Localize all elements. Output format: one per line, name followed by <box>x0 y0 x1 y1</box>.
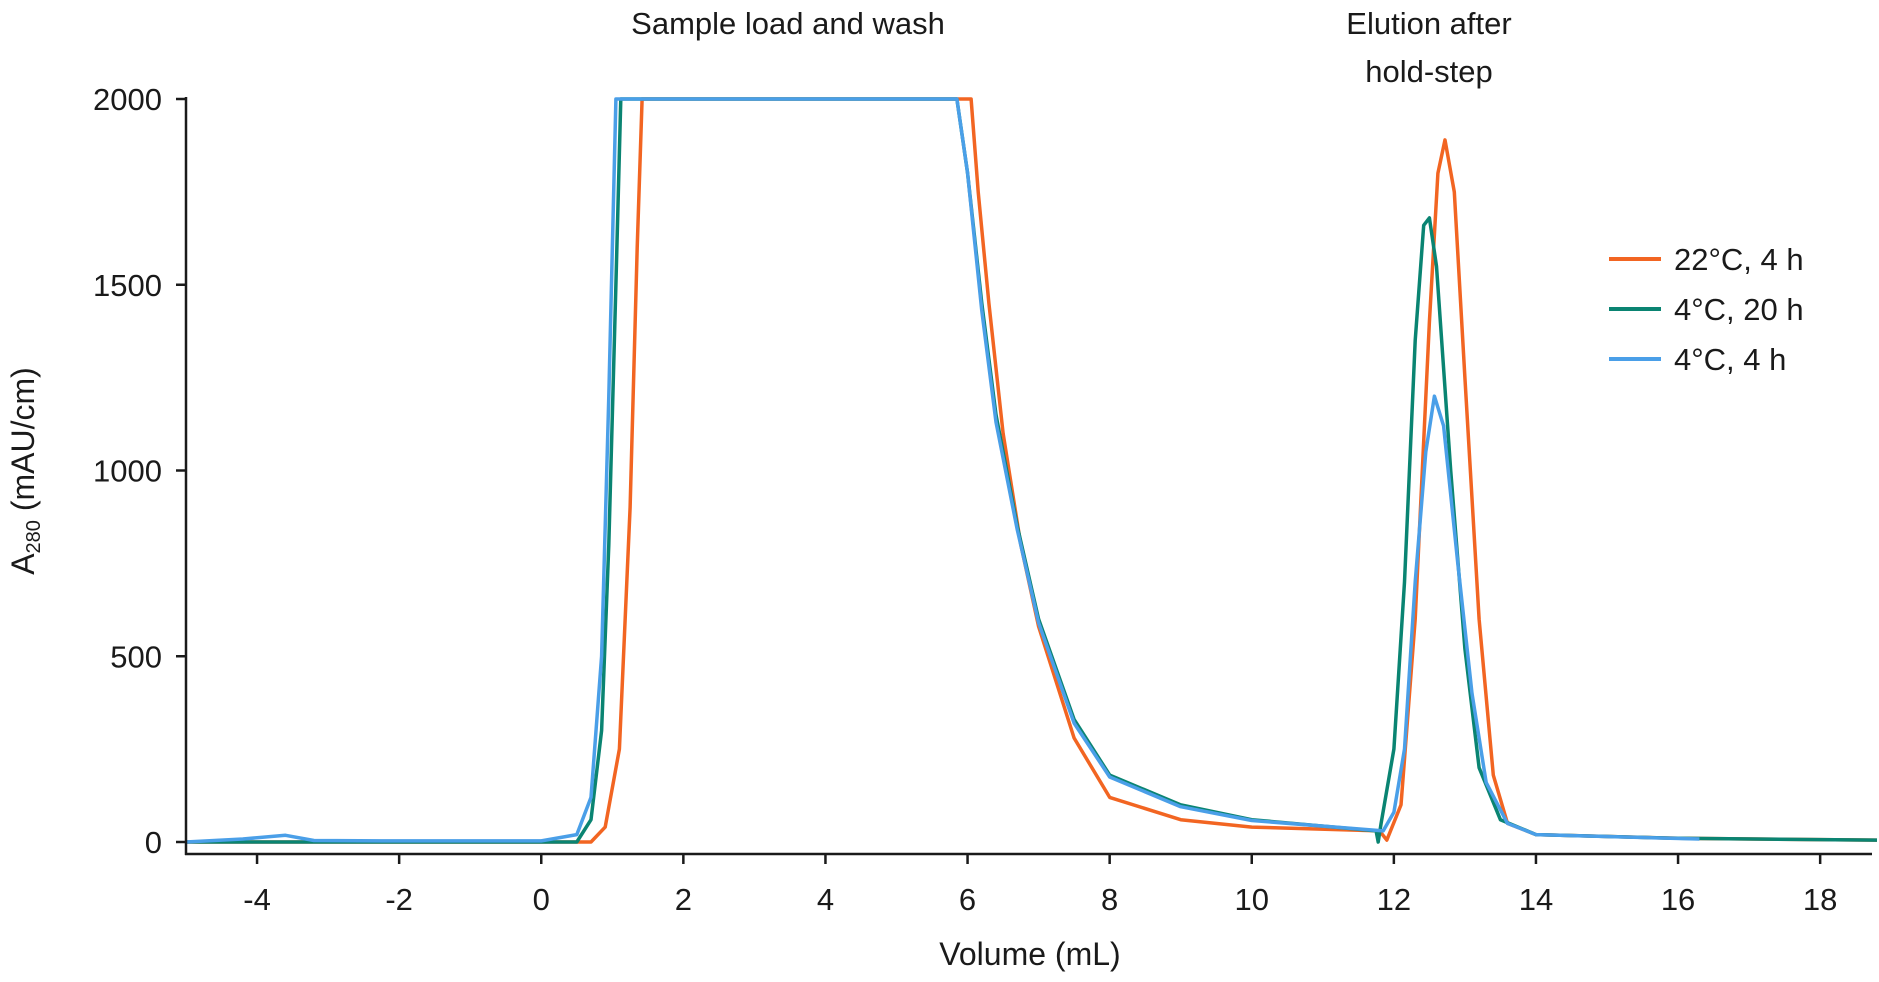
annotation-elution-line1: Elution after <box>1346 6 1511 41</box>
y-axis-label: A280 (mAU/cm) <box>5 367 45 575</box>
x-axis-label: Volume (mL) <box>939 936 1120 972</box>
x-tick-label: 4 <box>817 882 834 917</box>
x-tick-label: 12 <box>1377 882 1411 917</box>
x-tick-label: 6 <box>959 882 976 917</box>
x-tick-label: 2 <box>675 882 692 917</box>
y-tick-label: 2000 <box>93 82 162 117</box>
y-tick-label: 0 <box>145 825 162 860</box>
x-tick-label: 14 <box>1519 882 1553 917</box>
legend-label: 4°C, 4 h <box>1674 342 1786 377</box>
x-tick-label: -4 <box>243 882 271 917</box>
x-tick-label: 18 <box>1803 882 1837 917</box>
x-tick-label: 10 <box>1235 882 1269 917</box>
y-tick-label: 1500 <box>93 268 162 303</box>
y-tick-label: 1000 <box>93 454 162 489</box>
x-tick-label: -2 <box>385 882 413 917</box>
legend-label: 22°C, 4 h <box>1674 242 1804 277</box>
x-tick-label: 16 <box>1661 882 1695 917</box>
x-tick-label: 0 <box>533 882 550 917</box>
legend-label: 4°C, 20 h <box>1674 292 1804 327</box>
annotation-elution-line2: hold-step <box>1365 54 1493 89</box>
series-line-0 <box>186 97 1878 844</box>
annotation-sample-load: Sample load and wash <box>631 6 945 41</box>
y-tick-label: 500 <box>110 639 162 674</box>
legend: 22°C, 4 h 4°C, 20 h 4°C, 4 h <box>1609 242 1804 377</box>
series-line-1 <box>186 97 1878 844</box>
series-line-2 <box>185 97 1700 844</box>
x-tick-label: 8 <box>1101 882 1118 917</box>
